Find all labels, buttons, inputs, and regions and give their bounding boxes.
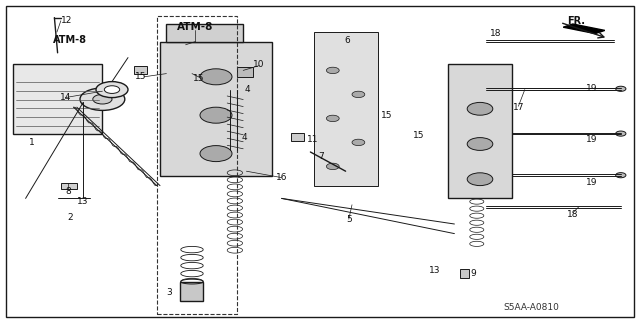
Circle shape: [467, 138, 493, 150]
Circle shape: [104, 86, 120, 93]
Text: 10: 10: [253, 60, 265, 68]
Text: 17: 17: [513, 103, 524, 112]
Bar: [180, 282, 203, 301]
Text: 16: 16: [276, 173, 287, 182]
Bar: [61, 183, 77, 189]
Text: FR.: FR.: [567, 16, 585, 26]
Text: 2: 2: [68, 213, 73, 222]
Text: 11: 11: [307, 135, 318, 144]
Bar: [160, 42, 272, 176]
Bar: [134, 66, 147, 74]
Bar: [448, 64, 512, 198]
Text: 19: 19: [586, 84, 598, 92]
Text: ATM-8: ATM-8: [177, 22, 213, 32]
Text: 15: 15: [381, 111, 393, 120]
Circle shape: [616, 131, 626, 136]
Text: 4: 4: [245, 85, 250, 94]
Text: 5: 5: [346, 215, 351, 224]
Text: S5AA-A0810: S5AA-A0810: [503, 303, 559, 312]
Text: ATM-8: ATM-8: [53, 35, 88, 45]
Circle shape: [200, 146, 232, 162]
Bar: [291, 133, 304, 141]
Circle shape: [93, 94, 112, 104]
Circle shape: [467, 173, 493, 186]
Text: 12: 12: [61, 16, 72, 25]
Text: 4: 4: [242, 133, 247, 142]
Text: 14: 14: [60, 93, 71, 102]
Circle shape: [80, 88, 125, 110]
Text: 19: 19: [586, 178, 598, 187]
Text: 18: 18: [567, 210, 579, 219]
Text: 1: 1: [29, 138, 35, 147]
Polygon shape: [563, 24, 605, 34]
Circle shape: [200, 69, 232, 85]
Bar: [314, 32, 378, 186]
Circle shape: [96, 82, 128, 98]
Circle shape: [326, 115, 339, 122]
Text: 8: 8: [66, 188, 71, 196]
Bar: [460, 269, 469, 278]
Circle shape: [326, 67, 339, 74]
Bar: [237, 67, 253, 77]
Circle shape: [352, 91, 365, 98]
Circle shape: [200, 107, 232, 123]
Text: 15: 15: [413, 131, 424, 140]
Text: 18: 18: [490, 29, 502, 38]
Text: 13: 13: [429, 266, 441, 275]
Circle shape: [467, 102, 493, 115]
Text: 15: 15: [135, 72, 147, 81]
Circle shape: [326, 163, 339, 170]
Text: 7: 7: [319, 152, 324, 161]
Text: 3: 3: [167, 288, 172, 297]
Circle shape: [616, 86, 626, 92]
Text: 6: 6: [345, 36, 350, 44]
Text: 15: 15: [193, 74, 204, 83]
Circle shape: [616, 173, 626, 178]
Text: 9: 9: [471, 269, 476, 278]
Circle shape: [352, 139, 365, 146]
Text: 13: 13: [77, 197, 89, 206]
Bar: [157, 16, 237, 314]
Bar: [13, 64, 102, 134]
Bar: [166, 24, 243, 42]
Text: 19: 19: [586, 135, 598, 144]
